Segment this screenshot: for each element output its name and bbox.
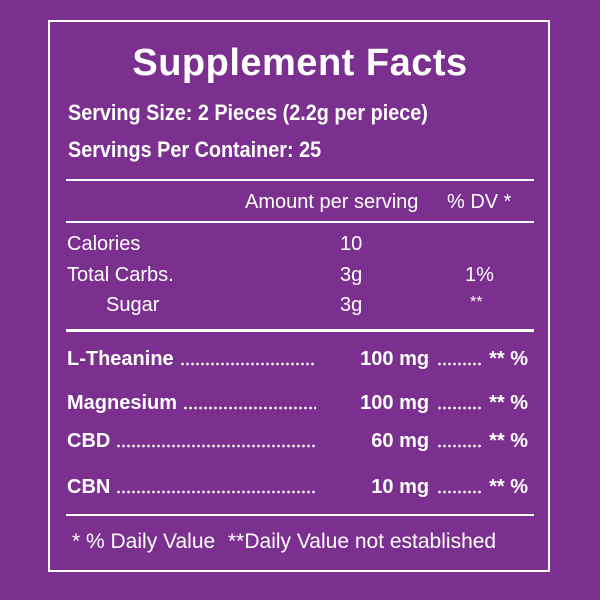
nutrient-amount: 3g xyxy=(340,294,363,316)
footnote-dv: * % Daily Value xyxy=(72,530,216,553)
dot-leader xyxy=(179,362,317,366)
nutrient-dv: ** xyxy=(470,294,483,311)
ingredient-name: Magnesium xyxy=(67,392,178,414)
dot-leader xyxy=(437,490,482,494)
servings-per-container: Servings Per Container: 25 xyxy=(68,137,322,162)
dot-leader xyxy=(437,362,482,366)
ingredient-row: Magnesium 100 mg ** % xyxy=(67,392,528,415)
ingredient-amount: 10 mg xyxy=(371,476,430,498)
ingredient-row: L-Theanine 100 mg ** % xyxy=(67,348,528,371)
ingredient-row: CBD 60 mg ** % xyxy=(67,430,528,453)
ingredient-row: CBN 10 mg ** % xyxy=(67,476,528,499)
dot-leader xyxy=(437,444,482,448)
ingredient-dv: ** % xyxy=(489,430,528,452)
ingredient-name: CBN xyxy=(67,476,111,498)
divider xyxy=(66,179,534,181)
serving-size: Serving Size: 2 Pieces (2.2g per piece) xyxy=(68,100,428,125)
dot-leader xyxy=(437,406,482,410)
nutrient-amount: 3g xyxy=(340,263,363,286)
ingredient-name: CBD xyxy=(67,430,111,452)
footnote-not-established: **Daily Value not established xyxy=(228,530,497,553)
amount-header: Amount per serving xyxy=(245,191,419,213)
title: Supplement Facts xyxy=(132,42,468,84)
nutrient-name: Total Carbs. xyxy=(67,263,174,286)
dv-header: % DV * xyxy=(447,191,512,213)
label-border xyxy=(48,20,550,572)
dot-leader xyxy=(116,444,317,448)
nutrient-name: Calories xyxy=(67,233,141,255)
ingredient-name: L-Theanine xyxy=(67,348,174,370)
divider xyxy=(66,221,534,223)
ingredient-dv: ** % xyxy=(489,392,528,414)
ingredient-amount: 100 mg xyxy=(360,348,430,370)
ingredient-dv: ** % xyxy=(489,348,528,370)
nutrient-dv: 1% xyxy=(465,263,494,286)
ingredient-dv: ** % xyxy=(489,476,528,498)
ingredient-amount: 100 mg xyxy=(360,392,430,414)
thick-divider xyxy=(66,329,534,332)
nutrient-name: Sugar xyxy=(106,294,160,316)
dot-leader xyxy=(116,490,317,494)
divider xyxy=(66,514,534,516)
nutrient-amount: 10 xyxy=(340,233,363,255)
dot-leader xyxy=(183,406,317,410)
ingredient-amount: 60 mg xyxy=(371,430,430,452)
